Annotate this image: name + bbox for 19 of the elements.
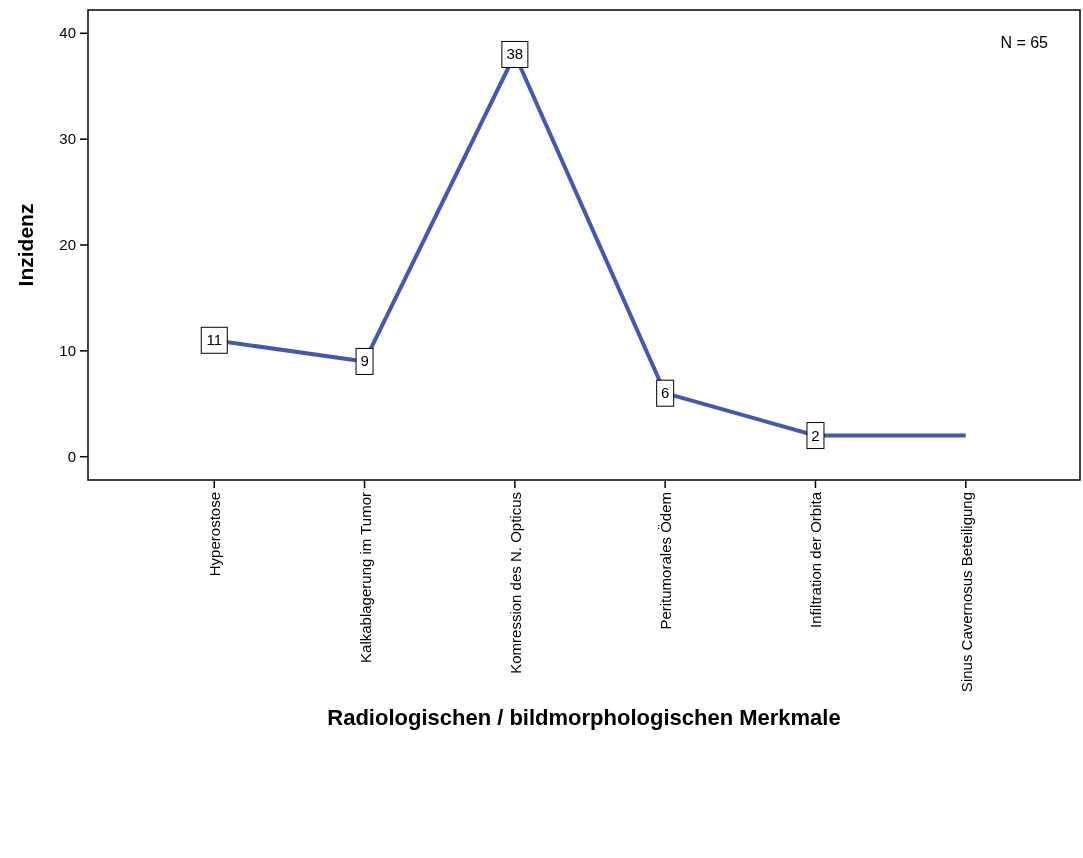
x-tick-label: Sinus Cavernosus Beteiligung bbox=[957, 492, 975, 693]
y-tick-label: 20 bbox=[59, 236, 76, 253]
data-label: 9 bbox=[360, 352, 369, 370]
y-tick-label: 0 bbox=[67, 447, 76, 465]
annotation: N = 65 bbox=[1000, 34, 1049, 51]
data-label: 38 bbox=[506, 45, 524, 63]
y-tick-label: 10 bbox=[59, 341, 76, 359]
x-tick-label: Infiltration der Orbita bbox=[807, 491, 825, 628]
data-label: 6 bbox=[660, 384, 670, 402]
x-tick-label: Komression des N. Opticus bbox=[506, 492, 524, 674]
y-tick-label: 30 bbox=[59, 130, 76, 148]
data-label: 11 bbox=[206, 331, 223, 349]
data-label: 2 bbox=[811, 426, 820, 444]
x-tick-label: Kalkablagerung im Tumor bbox=[356, 492, 374, 663]
y-tick-label: 40 bbox=[59, 24, 76, 42]
x-tick-label: Hyperostose bbox=[206, 492, 224, 577]
y-axis-title: Inzidenz bbox=[14, 203, 37, 287]
x-tick-label: Peritumorales Ödem bbox=[657, 492, 675, 630]
x-axis-title: Radiologischen / bildmorphologischen Merkmale bbox=[327, 705, 841, 730]
